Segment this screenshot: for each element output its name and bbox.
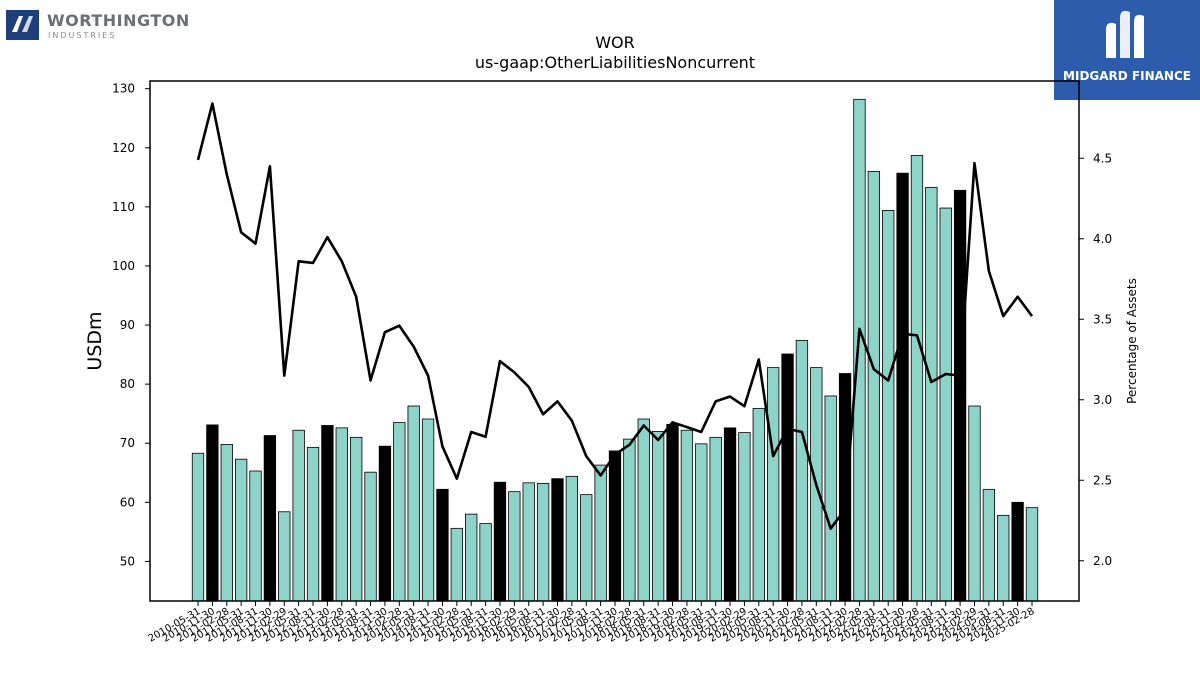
bar-16 bbox=[421, 418, 435, 602]
y2-tick-label-0: 2.0 bbox=[1093, 554, 1112, 568]
bar-32 bbox=[651, 431, 665, 602]
pct-assets-line bbox=[196, 102, 1034, 530]
bar-54 bbox=[968, 405, 981, 602]
bar-series bbox=[191, 98, 1039, 602]
bar-18 bbox=[450, 527, 463, 602]
bar-12 bbox=[364, 471, 377, 602]
worthington-logo: WORTHINGTON INDUSTRIES bbox=[6, 8, 196, 44]
worthington-logo-sub: INDUSTRIES bbox=[48, 31, 117, 40]
bar-34 bbox=[680, 429, 694, 602]
bar-10 bbox=[335, 427, 348, 602]
bar-17 bbox=[436, 488, 449, 602]
y2-tick-label-2: 3.0 bbox=[1093, 393, 1112, 407]
bar-33 bbox=[666, 423, 679, 602]
bar-7 bbox=[292, 429, 305, 602]
bar-42 bbox=[795, 340, 809, 602]
bar-35 bbox=[695, 443, 708, 602]
bar-8 bbox=[306, 446, 320, 602]
bar-47 bbox=[867, 171, 880, 602]
bar-4 bbox=[249, 470, 262, 602]
chart-title: WOR bbox=[595, 33, 635, 52]
bar-39 bbox=[752, 407, 765, 602]
y-tick-label-3: 80 bbox=[120, 377, 135, 391]
bar-44 bbox=[824, 395, 837, 602]
bar-38 bbox=[738, 432, 751, 602]
bar-28 bbox=[594, 464, 607, 602]
bar-20 bbox=[479, 523, 492, 602]
bar-21 bbox=[493, 481, 507, 602]
y-tick-label-7: 120 bbox=[112, 141, 135, 155]
bar-55 bbox=[982, 488, 996, 602]
bar-5 bbox=[263, 435, 277, 602]
bar-1 bbox=[206, 424, 219, 602]
bar-57 bbox=[1011, 501, 1024, 602]
bar-27 bbox=[580, 494, 593, 602]
bar-9 bbox=[321, 425, 334, 602]
bar-19 bbox=[465, 513, 478, 602]
y-tick-label-1: 60 bbox=[120, 495, 135, 509]
bar-58 bbox=[1025, 507, 1039, 602]
bar-11 bbox=[350, 436, 363, 602]
bar-30 bbox=[623, 438, 636, 602]
bar-37 bbox=[723, 427, 737, 602]
bar-29 bbox=[608, 450, 622, 602]
worthington-mark-icon bbox=[6, 10, 39, 40]
bar-13 bbox=[378, 445, 392, 602]
bar-22 bbox=[508, 491, 521, 602]
bar-45 bbox=[838, 373, 852, 602]
bar-49 bbox=[896, 172, 909, 602]
bar-52 bbox=[939, 207, 952, 602]
y-tick-label-0: 50 bbox=[120, 554, 135, 568]
left-axis: 50 60 70 80 90 100 110 120 130 bbox=[112, 82, 150, 568]
bar-26 bbox=[565, 475, 579, 602]
bar-31 bbox=[637, 418, 650, 602]
y2-axis-label: Percentage of Assets bbox=[1125, 278, 1139, 404]
bar-6 bbox=[278, 511, 291, 602]
y2-tick-label-1: 2.5 bbox=[1093, 473, 1112, 487]
right-axis: 2.0 2.5 3.0 3.5 4.0 4.5 bbox=[1079, 151, 1112, 568]
bar-0 bbox=[191, 452, 205, 602]
midgard-finance-logo: MIDGARD FINANCE bbox=[1054, 0, 1200, 100]
bar-56 bbox=[997, 514, 1010, 602]
x-axis: 2010-05-312010-11-302011-02-282011-05-31… bbox=[147, 601, 1037, 645]
bar-24 bbox=[536, 483, 550, 602]
bar-53 bbox=[953, 189, 967, 602]
y2-tick-label-5: 4.5 bbox=[1093, 151, 1112, 165]
bar-41 bbox=[781, 353, 794, 602]
bar-46 bbox=[853, 98, 866, 602]
y2-tick-label-3: 3.5 bbox=[1093, 312, 1112, 326]
y-tick-label-6: 110 bbox=[112, 200, 135, 214]
y2-tick-label-4: 4.0 bbox=[1093, 232, 1112, 246]
chart-subtitle: us-gaap:OtherLiabilitiesNoncurrent bbox=[475, 53, 755, 72]
bar-3 bbox=[234, 458, 248, 602]
bar-23 bbox=[522, 482, 535, 602]
midgard-logo-name: MIDGARD FINANCE bbox=[1063, 69, 1191, 83]
bar-25 bbox=[551, 478, 564, 602]
y-tick-label-8: 130 bbox=[112, 82, 135, 96]
y-tick-label-2: 70 bbox=[120, 436, 135, 450]
bar-48 bbox=[882, 210, 895, 602]
y-tick-label-5: 100 bbox=[112, 259, 135, 273]
midgard-mark-icon bbox=[1106, 10, 1144, 58]
bar-14 bbox=[393, 422, 406, 602]
pct-assets-series bbox=[196, 102, 1034, 530]
bar-50 bbox=[910, 155, 924, 602]
bar-40 bbox=[767, 367, 780, 602]
bar-51 bbox=[925, 186, 938, 602]
bar-2 bbox=[220, 444, 233, 602]
bar-15 bbox=[407, 405, 420, 602]
y-tick-label-4: 90 bbox=[120, 318, 135, 332]
worthington-logo-name: WORTHINGTON bbox=[47, 11, 190, 30]
bar-36 bbox=[709, 436, 722, 602]
y-axis-label: USDm bbox=[84, 311, 106, 370]
